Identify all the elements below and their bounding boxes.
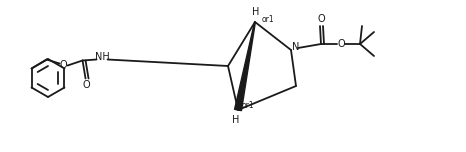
Text: H: H — [252, 7, 260, 17]
Polygon shape — [234, 22, 255, 111]
Text: O: O — [317, 14, 325, 24]
Text: or1: or1 — [262, 14, 274, 24]
Text: NH: NH — [95, 52, 110, 62]
Text: O: O — [60, 60, 68, 71]
Text: O: O — [83, 79, 90, 90]
Text: O: O — [337, 39, 345, 49]
Text: N: N — [292, 42, 300, 52]
Text: H: H — [233, 115, 240, 125]
Text: or1: or1 — [242, 100, 254, 109]
